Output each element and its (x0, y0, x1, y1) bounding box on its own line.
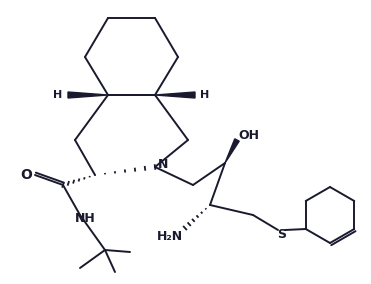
Polygon shape (225, 139, 239, 163)
Text: S: S (278, 227, 286, 241)
Text: H₂N: H₂N (157, 229, 183, 243)
Text: H: H (53, 90, 63, 100)
Text: H: H (200, 90, 210, 100)
Polygon shape (68, 92, 108, 98)
Text: O: O (20, 168, 32, 182)
Text: N: N (158, 158, 168, 170)
Text: OH: OH (239, 128, 259, 141)
Text: NH: NH (75, 212, 95, 225)
Polygon shape (155, 92, 195, 98)
